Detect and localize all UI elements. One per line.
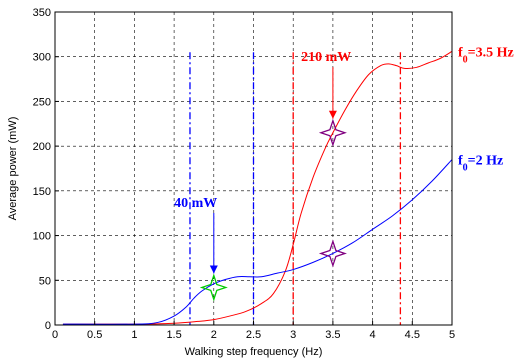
star-marker <box>199 273 228 302</box>
x-tick-label: 2.5 <box>246 329 261 341</box>
star-marker <box>318 118 347 147</box>
annotation-label: 210 mW <box>301 50 351 65</box>
y-tick-label: 0 <box>45 320 51 332</box>
markers <box>199 118 347 302</box>
series-label: f0=2 Hz <box>458 154 503 174</box>
x-tick-label: 3 <box>290 329 296 341</box>
x-tick-label: 1.5 <box>166 329 181 341</box>
series-label: f0=3.5 Hz <box>458 45 514 65</box>
series-labels: f0=3.5 Hz f0=2 Hz <box>458 45 514 173</box>
y-tick-label: 50 <box>39 275 51 287</box>
y-tick-label: 350 <box>33 7 51 19</box>
y-tick-label: 200 <box>33 141 51 153</box>
x-tick-label: 1 <box>131 329 137 341</box>
annotation-label: 40 mW <box>174 196 217 211</box>
x-tick-label: 0 <box>52 329 58 341</box>
x-axis-label: Walking step frequency (Hz) <box>185 346 323 358</box>
annotation-arrow-head <box>209 265 218 274</box>
x-tick-label: 4 <box>370 329 376 341</box>
y-tick-label: 150 <box>33 186 51 198</box>
x-tick-label: 3.5 <box>325 329 340 341</box>
y-tick-label: 100 <box>33 231 51 243</box>
vertical-reference-lines <box>189 52 402 325</box>
x-tick-label: 2 <box>211 329 217 341</box>
x-tick-label: 4.5 <box>405 329 420 341</box>
series-lines <box>62 50 453 325</box>
y-tick-label: 250 <box>33 96 51 108</box>
annotation-arrow-head <box>328 110 337 119</box>
axis-ticks: 0 0.5 1 1.5 2 2.5 3 3.5 4 4.5 50501001502002503003… <box>33 7 455 341</box>
y-tick-label: 300 <box>33 52 51 64</box>
series-line <box>62 50 453 325</box>
series-line <box>62 159 453 325</box>
annotations: 210 mW 40 mW <box>174 50 351 274</box>
x-tick-label: 5 <box>449 329 455 341</box>
y-axis-label: Average power (mW) <box>7 117 19 221</box>
x-tick-label: 0.5 <box>87 329 102 341</box>
star-marker <box>318 239 347 268</box>
